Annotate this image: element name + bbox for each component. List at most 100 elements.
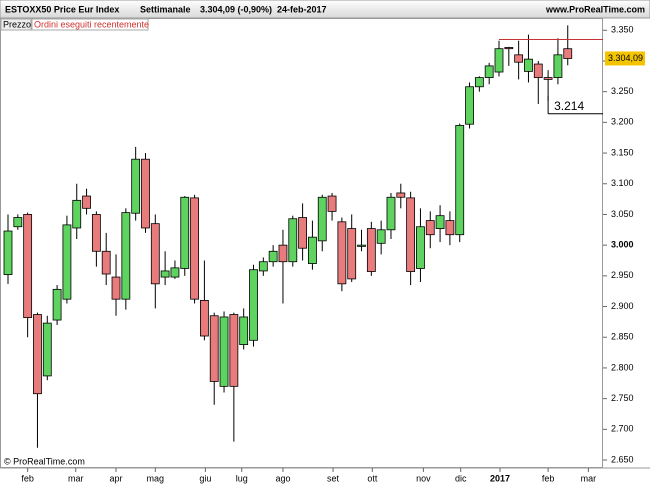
- site: www.ProRealTime.com: [545, 4, 645, 14]
- candle-body: [474, 77, 484, 88]
- candle-body: [347, 228, 357, 280]
- y-tick-label: 3.150: [611, 147, 634, 157]
- last-price-label: 3.304,09: [608, 53, 643, 63]
- candle-body: [13, 217, 23, 228]
- y-tick-label: 2.700: [611, 424, 634, 434]
- y-tick-label: 3.200: [611, 117, 634, 127]
- candle-body: [504, 47, 514, 50]
- y-tick-label: 2.800: [611, 362, 634, 372]
- candle-body: [376, 229, 386, 244]
- candle-body: [465, 86, 474, 125]
- candle-body: [72, 199, 82, 229]
- x-tick-label: mar: [581, 473, 597, 483]
- candle-body: [327, 195, 337, 212]
- candle-body: [209, 315, 219, 382]
- candle-body: [121, 212, 131, 300]
- candle-body: [101, 250, 111, 275]
- y-tick-label: 2.950: [611, 270, 634, 280]
- candle-body: [170, 267, 180, 278]
- candle-body: [111, 276, 121, 300]
- candle-body: [52, 288, 62, 321]
- quote: 3.304,09 (-0,90%): [200, 4, 272, 14]
- x-tick-label: set: [327, 473, 340, 483]
- candle-body: [288, 218, 298, 263]
- x-tick-label: feb: [21, 473, 34, 483]
- x-tick-label: mag: [147, 473, 165, 483]
- candle-body: [514, 54, 524, 63]
- candle-body: [484, 65, 494, 78]
- candle-body: [33, 314, 42, 395]
- candle-body: [150, 223, 160, 285]
- candle-body: [416, 226, 425, 269]
- candle-body: [308, 236, 317, 264]
- x-tick-label: nov: [416, 473, 431, 483]
- candle-body: [3, 230, 13, 276]
- candle-body: [543, 77, 553, 80]
- panel-tab[interactable]: [0, 18, 32, 31]
- candle-body: [533, 63, 543, 78]
- candle-body: [524, 58, 533, 72]
- y-tick-label: 2.850: [611, 332, 634, 342]
- candle-body: [425, 220, 435, 236]
- x-tick-label: ott: [367, 473, 378, 483]
- y-tick-label: 3.100: [611, 178, 634, 188]
- candle-body: [317, 196, 327, 242]
- candle-body: [494, 48, 504, 73]
- candle-body: [445, 220, 455, 236]
- candle-body: [298, 217, 308, 249]
- panel-name: Prezzo: [3, 19, 31, 29]
- level-label: 3.214: [554, 99, 584, 113]
- candle-body: [435, 215, 445, 229]
- candle-body: [268, 250, 278, 263]
- candle-body: [131, 158, 141, 214]
- y-tick-label: 2.650: [611, 454, 634, 464]
- candle-body: [396, 192, 406, 198]
- y-tick-label: 2.900: [611, 301, 634, 311]
- x-tick-label: mar: [68, 473, 84, 483]
- x-tick-label: feb: [542, 473, 555, 483]
- candle-body: [82, 195, 91, 209]
- x-tick-label: dic: [455, 473, 467, 483]
- x-tick-label: 2017: [490, 473, 510, 483]
- candle-body: [357, 244, 366, 247]
- candle-body: [190, 197, 199, 300]
- y-tick-label: 3.050: [611, 209, 634, 219]
- candle-body: [366, 228, 376, 272]
- last-price-box: [605, 51, 645, 66]
- x-tick-label: lug: [236, 473, 248, 483]
- candle-body: [455, 125, 465, 236]
- candle-body: [229, 314, 239, 387]
- orders-tab[interactable]: [31, 18, 149, 31]
- y-tick-label: 3.000: [611, 240, 634, 250]
- y-tick-label: 3.250: [611, 86, 634, 96]
- candle-body: [91, 214, 101, 252]
- candle-body: [563, 48, 573, 59]
- candle-body: [23, 214, 33, 318]
- period: Settimanale: [140, 4, 191, 14]
- candle-body: [258, 261, 268, 272]
- candle-body: [160, 270, 170, 278]
- candle-body: [278, 244, 288, 263]
- x-tick-label: ago: [275, 473, 290, 483]
- x-tick-label: apr: [110, 473, 123, 483]
- candle-body: [406, 197, 416, 272]
- orders-label: Ordini eseguiti recentemente: [34, 19, 149, 29]
- date: 24-feb-2017: [277, 4, 327, 14]
- candle-body: [337, 221, 347, 285]
- candle-body: [219, 316, 229, 387]
- y-tick-label: 3.350: [611, 25, 634, 35]
- copyright: © ProRealTime.com: [4, 456, 85, 466]
- candle-body: [62, 224, 72, 300]
- candle-body: [249, 269, 258, 341]
- candle-body: [553, 54, 563, 78]
- candle-body: [180, 196, 190, 269]
- candle-body: [42, 322, 52, 377]
- candle-body: [386, 196, 396, 231]
- candle-body: [141, 158, 150, 229]
- x-tick-label: giu: [199, 473, 211, 483]
- candle-body: [239, 316, 249, 346]
- y-tick-label: 2.750: [611, 393, 634, 403]
- candle-body: [199, 300, 209, 337]
- instrument: ESTOXX50 Price Eur Index: [5, 4, 119, 14]
